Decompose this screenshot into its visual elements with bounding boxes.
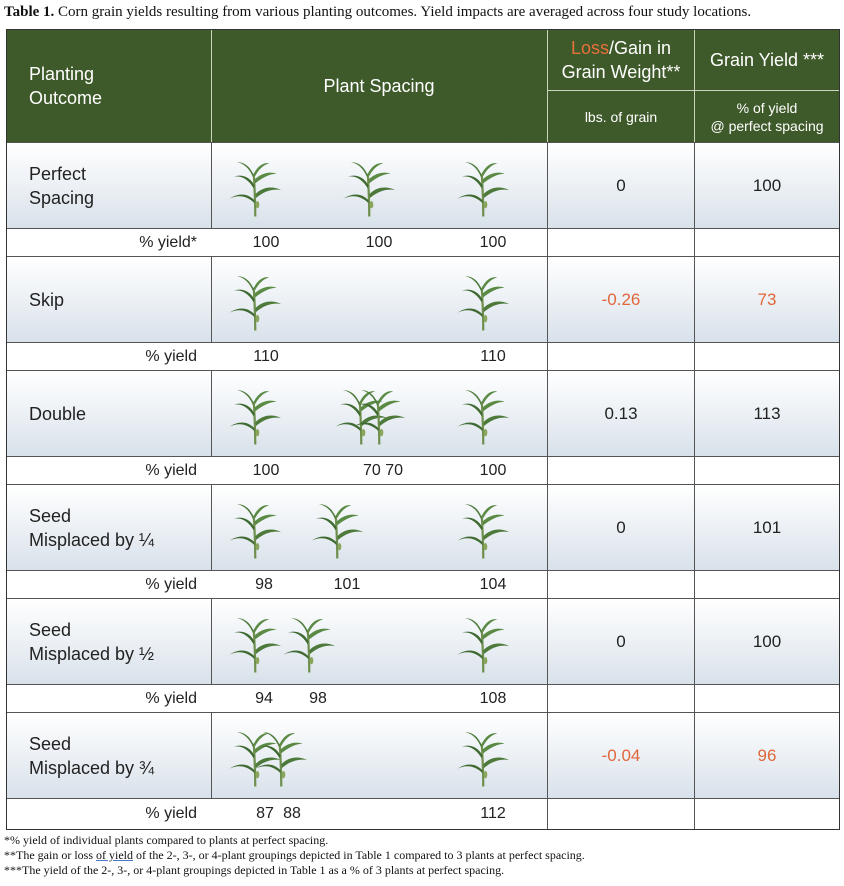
pct-yield-value: 110 xyxy=(253,347,279,365)
outcome-name: Double xyxy=(29,403,87,424)
grain-yield-value: 73 xyxy=(757,289,777,309)
outcome-name: Seed Misplaced by ¾ xyxy=(29,733,155,778)
pct-yield-value: 100 xyxy=(252,461,280,479)
header-pct-line2: @ perfect spacing xyxy=(710,117,824,134)
pct-yield-label: % yield xyxy=(145,461,197,479)
pct-yield-value: 101 xyxy=(333,575,361,593)
outcome-name: Skip xyxy=(29,289,65,310)
row-double: Double 0.13 113 xyxy=(7,370,839,456)
footnote-3: ***The yield of the 2-, 3-, or 4-plant g… xyxy=(4,863,505,877)
pct-yield-value: 88 xyxy=(283,805,301,822)
corn-plant-icon xyxy=(456,388,511,446)
corn-plant-icon xyxy=(228,502,283,560)
caption-label: Table 1. xyxy=(4,4,55,20)
pct-yield-value: 87 xyxy=(256,805,274,822)
row-perfect-spacing: Perfect Spacing 0 100 xyxy=(7,142,839,228)
grain-yield-value: 101 xyxy=(752,517,782,537)
footnote-2: **The gain or loss of yield of the 2-, 3… xyxy=(4,848,585,862)
outcome-name: Seed Misplaced by ½ xyxy=(29,619,155,664)
grain-yield-value: 113 xyxy=(753,403,781,423)
yield-table: Planting Outcome Plant Spacing Loss/Gain … xyxy=(6,29,840,830)
pct-yield-value: 98 xyxy=(255,575,273,593)
outcome-name: Seed Misplaced by ¼ xyxy=(29,505,155,550)
corn-plant-icon xyxy=(254,730,309,788)
row-misplaced-half: Seed Misplaced by ½ 0 100 xyxy=(7,598,839,684)
pct-yield-value: 70 70 xyxy=(362,461,404,479)
row-misplaced-quarter: Seed Misplaced by ¼ 0 101 xyxy=(7,484,839,570)
pct-yield-label: % yield xyxy=(145,575,197,593)
header-spacing-label: Plant Spacing xyxy=(323,75,435,96)
corn-plant-icon xyxy=(352,388,407,446)
loss-gain-value: -0.26 xyxy=(601,289,641,309)
pct-yield-value: 112 xyxy=(480,805,506,822)
pct-yield-value: 104 xyxy=(479,575,507,593)
corn-plant-icon xyxy=(228,616,283,674)
caption-text: Corn grain yields resulting from various… xyxy=(54,4,752,20)
pct-yield-label: % yield xyxy=(145,347,197,365)
row-misplaced-three-quarters: Seed Misplaced by ¾ -0.04 96 xyxy=(7,712,839,798)
loss-gain-value: 0 xyxy=(616,517,626,537)
pct-yield-row: % yield 98 101 104 xyxy=(7,570,839,598)
corn-plant-icon xyxy=(456,274,511,332)
outcome-name: Perfect Spacing xyxy=(29,163,95,208)
corn-plant-icon xyxy=(282,616,337,674)
header-outcome-line2: Outcome xyxy=(29,88,103,108)
pct-yield-label: % yield xyxy=(145,689,197,707)
pct-yield-row: % yield 110 110 xyxy=(7,342,839,370)
loss-gain-value: 0 xyxy=(616,175,626,195)
corn-plant-icon xyxy=(228,388,283,446)
header-loss-gain: Loss/Gain in Grain Weight** xyxy=(548,30,694,90)
header-lbs-label: lbs. of grain xyxy=(584,108,658,125)
footnote-1: *% yield of individual plants compared t… xyxy=(4,833,329,847)
pct-yield-row: % yield 100 70 70 100 xyxy=(7,456,839,484)
pct-yield-value: 100 xyxy=(365,233,393,251)
corn-plant-icon xyxy=(456,502,511,560)
row-skip: Skip -0.26 73 xyxy=(7,256,839,342)
corn-plant-icon xyxy=(456,616,511,674)
loss-gain-value: 0 xyxy=(616,631,626,651)
corn-plant-icon xyxy=(456,730,511,788)
pct-yield-value: 100 xyxy=(479,233,507,251)
corn-plant-icon xyxy=(342,160,397,218)
pct-yield-row: % yield 94 98 108 xyxy=(7,684,839,712)
header-lbs-of-grain: lbs. of grain xyxy=(548,91,694,142)
pct-yield-value: 108 xyxy=(479,689,507,707)
header-outcome-line1: Planting xyxy=(29,64,95,84)
corn-plant-icon xyxy=(456,160,511,218)
grain-yield-value: 96 xyxy=(757,745,777,765)
grain-yield-value: 100 xyxy=(752,631,782,651)
header-yield-label: Grain Yield *** xyxy=(709,49,825,70)
header-grain-yield: Grain Yield *** xyxy=(695,30,839,90)
loss-gain-value: 0.13 xyxy=(604,403,638,423)
corn-plant-icon xyxy=(228,274,283,332)
pct-yield-row: % yield 87 88 112 xyxy=(7,798,839,829)
loss-gain-value: -0.04 xyxy=(601,745,641,765)
footnotes: *% yield of individual plants compared t… xyxy=(4,833,840,878)
pct-yield-row: % yield* 100 100 100 xyxy=(7,228,839,256)
corn-plant-icon xyxy=(310,502,365,560)
pct-yield-value: 110 xyxy=(480,347,506,365)
pct-yield-label: % yield* xyxy=(139,233,197,251)
header-pct-line1: % of yield xyxy=(736,99,798,116)
header-planting-outcome: Planting Outcome xyxy=(7,30,211,142)
header-loss-line2: Grain Weight** xyxy=(561,62,681,82)
header-loss-rest: /Gain in xyxy=(608,38,672,58)
pct-yield-label: % yield xyxy=(145,805,197,822)
table-header: Planting Outcome Plant Spacing Loss/Gain … xyxy=(7,30,839,142)
pct-yield-value: 98 xyxy=(309,689,327,707)
header-plant-spacing: Plant Spacing xyxy=(211,30,547,142)
header-loss-word: Loss xyxy=(570,38,609,58)
table-caption: Table 1. Corn grain yields resulting fro… xyxy=(4,2,840,22)
pct-yield-value: 100 xyxy=(252,233,280,251)
corn-plant-icon xyxy=(228,160,283,218)
grain-yield-value: 100 xyxy=(752,175,782,195)
pct-yield-value: 100 xyxy=(479,461,507,479)
header-pct-of-yield: % of yield @ perfect spacing xyxy=(695,91,839,142)
pct-yield-value: 94 xyxy=(255,689,273,707)
